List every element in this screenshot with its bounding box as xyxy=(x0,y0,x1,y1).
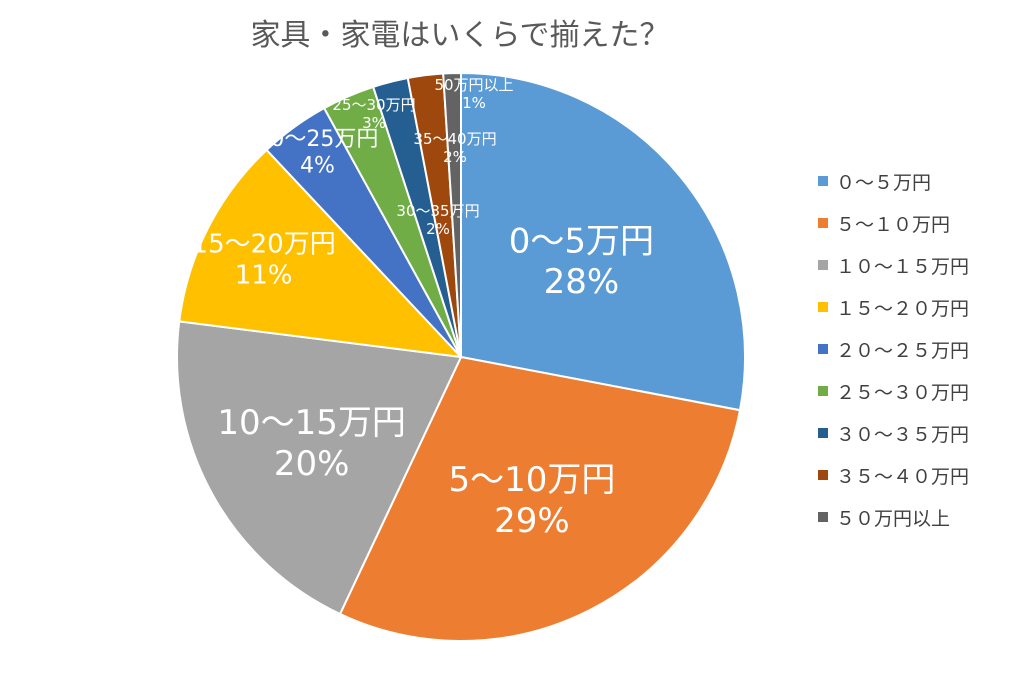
legend-label: １０～１５万円 xyxy=(836,255,970,278)
slice-category-label: 25～30万円 xyxy=(332,96,415,114)
slice-category-label: 35～40万円 xyxy=(413,130,496,148)
legend-item: ５０万円以上 xyxy=(818,496,1018,538)
legend-label: ５～１０万円 xyxy=(836,213,951,236)
legend-swatch xyxy=(818,344,828,354)
chart-legend: ０～５万円 ５～１０万円 １０～１５万円 １５～２０万円 ２０～２５万円 ２５～３０万円 ３… xyxy=(818,160,1018,538)
legend-label: １５～２０万円 xyxy=(836,297,970,320)
slice-category-label: 50万円以上 xyxy=(434,76,513,94)
legend-item: ０～５万円 xyxy=(818,160,1018,202)
slice-category-label: 10～15万円 xyxy=(217,403,406,443)
slice-category-label: 20～25万円 xyxy=(256,127,378,152)
legend-label: ５０万円以上 xyxy=(836,507,951,530)
legend-item: ３５～４０万円 xyxy=(818,454,1018,496)
legend-item: ２５～３０万円 xyxy=(818,370,1018,412)
slice-category-label: 5～10万円 xyxy=(448,460,615,500)
legend-label: ３０～３５万円 xyxy=(836,423,970,446)
legend-label: ２０～２５万円 xyxy=(836,339,970,362)
legend-label: ３５～４０万円 xyxy=(836,465,970,488)
slice-percent-label: 29% xyxy=(494,501,570,541)
legend-swatch xyxy=(818,386,828,396)
slice-percent-label: 2% xyxy=(443,148,467,166)
legend-item: ５～１０万円 xyxy=(818,202,1018,244)
legend-item: １５～２０万円 xyxy=(818,286,1018,328)
legend-item: １０～１５万円 xyxy=(818,244,1018,286)
legend-swatch xyxy=(818,470,828,480)
legend-swatch xyxy=(818,218,828,228)
pie-slice xyxy=(178,148,464,359)
legend-swatch xyxy=(818,176,828,186)
slice-percent-label: 1% xyxy=(462,94,486,112)
legend-label: ２５～３０万円 xyxy=(836,381,970,404)
slice-percent-label: 4% xyxy=(300,154,335,179)
pie-slice xyxy=(460,71,746,412)
chart-title: 家具・家電はいくらで揃えた？ xyxy=(250,18,670,53)
legend-swatch xyxy=(818,512,828,522)
legend-item: ３０～３５万円 xyxy=(818,412,1018,454)
pie-slice xyxy=(442,71,462,358)
slice-percent-label: 20% xyxy=(274,444,350,484)
slice-category-label: 0～5万円 xyxy=(509,221,654,261)
slice-category-label: 30～35万円 xyxy=(396,202,479,220)
pie-slice xyxy=(176,320,463,616)
legend-swatch xyxy=(818,260,828,270)
legend-swatch xyxy=(818,428,828,438)
slice-category-label: 15～20万円 xyxy=(192,230,336,260)
pie-slice xyxy=(338,355,742,642)
legend-label: ０～５万円 xyxy=(836,171,932,194)
slice-percent-label: 2% xyxy=(426,220,450,238)
slice-percent-label: 28% xyxy=(544,262,620,302)
legend-item: ２０～２５万円 xyxy=(818,328,1018,370)
slice-percent-label: 11% xyxy=(235,261,293,291)
slice-percent-label: 3% xyxy=(362,114,386,132)
legend-swatch xyxy=(818,302,828,312)
